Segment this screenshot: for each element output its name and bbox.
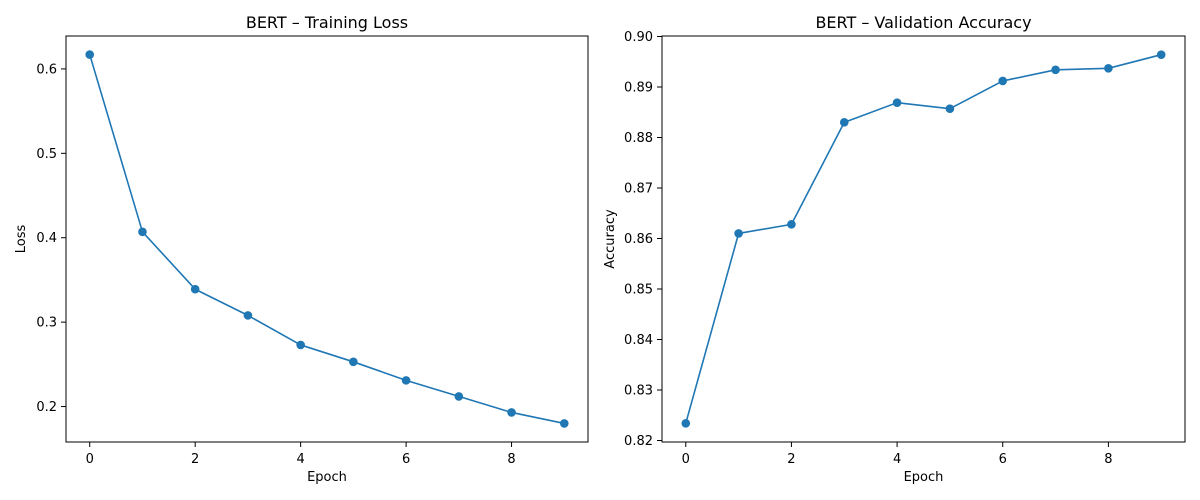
training-loss-x-tick-label: 4 xyxy=(296,452,304,467)
validation-accuracy-y-tick-label: 0.89 xyxy=(624,81,653,96)
training-loss-x-axis-label: Epoch xyxy=(307,470,347,485)
training-loss-data-point xyxy=(296,340,305,350)
validation-accuracy-y-tick-label: 0.90 xyxy=(624,30,653,45)
validation-accuracy-series-line xyxy=(685,53,1162,424)
validation-accuracy-y-tick-label: 0.85 xyxy=(624,282,653,297)
validation-accuracy-y-tick-label: 0.88 xyxy=(624,131,653,146)
training-loss-y-axis-label: Loss xyxy=(14,225,29,254)
validation-accuracy-data-point xyxy=(998,76,1008,86)
training-loss-x-tick-label: 6 xyxy=(402,452,410,467)
validation-accuracy-data-point xyxy=(945,104,955,114)
validation-accuracy-chart: BERT – Validation Accuracy 0 2 4 6 8 0.82 0.83 0… xyxy=(603,13,1186,485)
validation-accuracy-y-tick-label: 0.83 xyxy=(624,383,653,398)
training-loss-y-tick-label: 0.2 xyxy=(36,400,57,415)
training-loss-y-tick-label: 0.6 xyxy=(36,62,57,77)
training-loss-data-point xyxy=(190,284,200,294)
validation-accuracy-x-axis-label: Epoch xyxy=(904,470,944,485)
validation-accuracy-x-tick-label: 8 xyxy=(1104,452,1112,467)
validation-accuracy-y-tick-label: 0.86 xyxy=(624,232,653,247)
validation-accuracy-x-tick-label: 0 xyxy=(682,452,690,467)
training-loss-x-tick-label: 8 xyxy=(507,452,515,467)
validation-accuracy-y-tick-label: 0.84 xyxy=(624,333,653,348)
validation-accuracy-data-point xyxy=(839,118,849,127)
validation-accuracy-data-point xyxy=(1104,64,1113,73)
training-loss-data-point xyxy=(507,408,516,417)
training-loss-x-tick-label: 2 xyxy=(191,452,199,467)
validation-accuracy-x-tick-label: 4 xyxy=(893,452,901,467)
validation-accuracy-x-tick-label: 2 xyxy=(787,452,795,467)
training-loss-series-line xyxy=(88,54,565,425)
training-loss-data-point xyxy=(138,227,147,237)
validation-accuracy-y-axis-label: Accuracy xyxy=(603,209,618,269)
validation-accuracy-data-point xyxy=(1156,50,1166,59)
validation-accuracy-data-point xyxy=(892,98,902,107)
training-loss-data-point xyxy=(559,419,569,428)
validation-accuracy-x-tick-label: 6 xyxy=(999,452,1007,467)
validation-accuracy-data-point xyxy=(1051,65,1060,75)
training-loss-data-point xyxy=(85,50,95,59)
training-loss-chart: BERT – Training Loss 0 2 4 6 8 0.2 0.3 0.4 0.5 0.6… xyxy=(14,13,589,485)
training-loss-data-point xyxy=(454,392,464,401)
validation-accuracy-y-tick-label: 0.87 xyxy=(624,181,653,196)
training-loss-plot-frame xyxy=(65,35,589,443)
validation-accuracy-data-point xyxy=(734,229,743,238)
validation-accuracy-y-tick-label: 0.82 xyxy=(624,434,653,449)
training-loss-data-point xyxy=(401,376,411,385)
training-loss-y-tick-label: 0.3 xyxy=(36,316,57,331)
training-loss-y-tick-label: 0.5 xyxy=(36,147,57,162)
training-loss-y-tick-label: 0.4 xyxy=(36,231,57,246)
validation-accuracy-plot-frame xyxy=(661,35,1186,443)
validation-accuracy-data-point xyxy=(787,220,796,229)
training-loss-x-tick-label: 0 xyxy=(86,452,94,467)
training-loss-data-point xyxy=(243,311,253,320)
training-loss-data-point xyxy=(349,357,358,367)
validation-accuracy-chart-title: BERT – Validation Accuracy xyxy=(815,13,1031,32)
validation-accuracy-data-point xyxy=(681,419,691,428)
training-loss-chart-title: BERT – Training Loss xyxy=(246,13,408,32)
